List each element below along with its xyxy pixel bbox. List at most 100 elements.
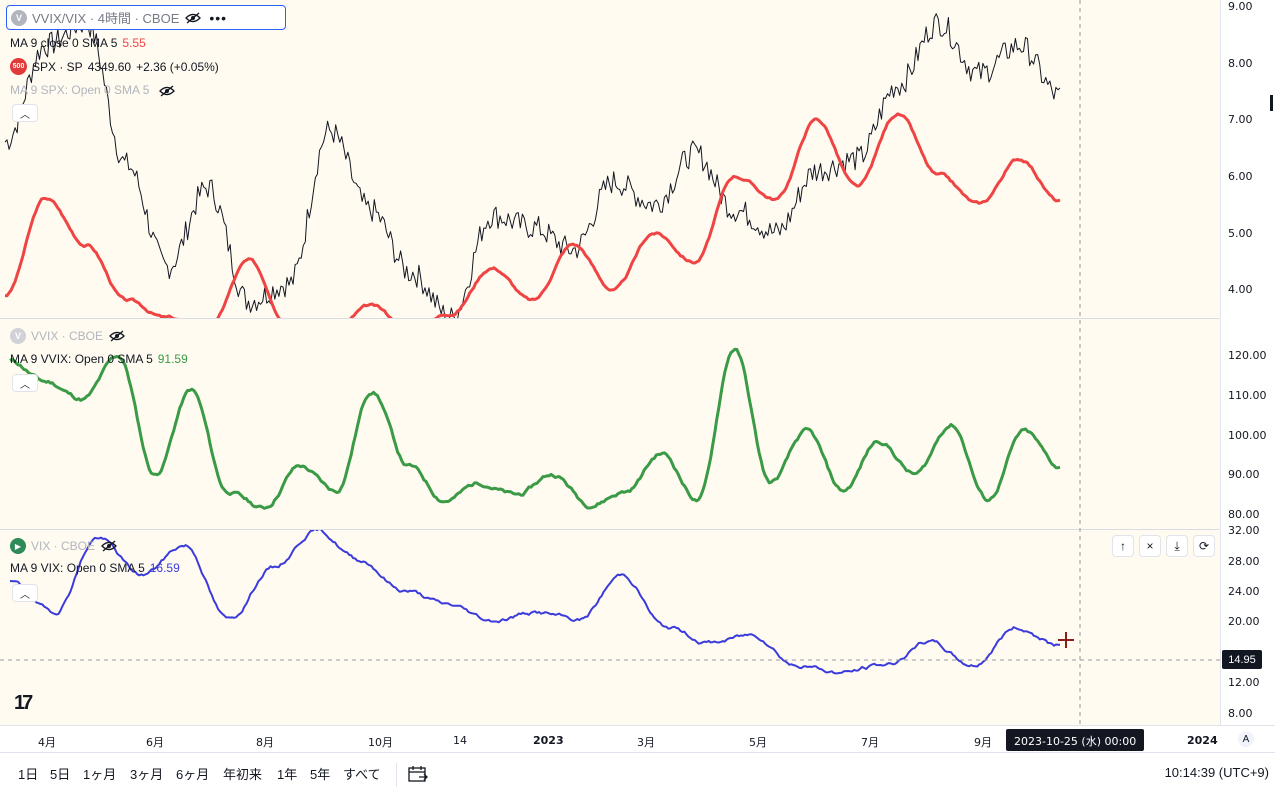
spx-price: 4349.60 <box>87 59 132 74</box>
ratio-pane[interactable]: 9.00 8.00 7.00 6.00 5.00 4.00 V VVIX/VIX · 4時… <box>0 0 1275 318</box>
calendar-goto-icon[interactable] <box>407 764 429 784</box>
vvix-symbol-icon: V <box>10 328 26 344</box>
range-button[interactable]: 3ヶ月 <box>130 767 164 782</box>
vvix-chart-svg <box>9 347 1061 510</box>
ratio-price-label: 6.00 <box>1228 170 1253 183</box>
ma2-hidden-eye-icon[interactable] <box>158 85 175 97</box>
ma1-legend[interactable]: MA 9 close 0 SMA 5 5.55 <box>10 36 146 50</box>
vix-ma-legend[interactable]: MA 9 VIX: Open 0 SMA 5 16.59 <box>10 561 180 575</box>
ratio-price-label: 9.00 <box>1228 0 1253 13</box>
ratio-price-axis[interactable] <box>1220 0 1275 318</box>
range-button[interactable]: 1年 <box>277 767 298 782</box>
bottom-toolbar: 1日 5日 1ヶ月 3ヶ月 6ヶ月 年初来 1年 5年 すべて 10:14:39 (UTC+9) <box>0 752 1275 796</box>
chart-area[interactable]: 9.00 8.00 7.00 6.00 5.00 4.00 V VVIX/VIX · 4時… <box>0 0 1275 752</box>
ratio-series-line <box>4 13 1061 318</box>
vvix-title: VVIX · CBOE <box>31 329 104 343</box>
vvix-pane[interactable]: 120.00 110.00 100.00 90.00 80.00 V VVIX · CB… <box>0 319 1275 529</box>
ma1-series-line <box>5 112 1061 318</box>
more-options-icon[interactable]: ••• <box>209 9 228 26</box>
vix-ma-series-line <box>9 530 1061 675</box>
auto-scale-button[interactable]: A <box>1238 731 1254 747</box>
ratio-chart-svg <box>4 13 1061 318</box>
vix-price-axis[interactable] <box>1220 530 1275 725</box>
axis-handle-icon[interactable] <box>1270 95 1273 111</box>
spx-label: SPX · SP <box>32 59 83 74</box>
vix-price-label: 8.00 <box>1228 707 1253 720</box>
hide-eye-icon[interactable] <box>185 12 202 24</box>
vix-pane[interactable]: 32.00 28.00 24.00 20.00 12.00 8.00 ▶ VIX · CB… <box>0 524 1275 725</box>
collapse-legend-button[interactable]: ︿ <box>12 104 38 122</box>
vvix-hidden-eye-icon[interactable] <box>109 330 125 342</box>
spx-change: +2.36 (+0.05%) <box>136 59 219 74</box>
ratio-price-label: 8.00 <box>1228 57 1253 70</box>
vix-price-label: 12.00 <box>1228 676 1260 689</box>
range-button[interactable]: 5年 <box>310 767 331 782</box>
time-tick-label: 10月 <box>368 736 393 749</box>
time-axis[interactable]: 4月 6月 8月 10月 14 2023 3月 5月 7月 9月 2024 2023-10-25 (… <box>0 725 1275 752</box>
vix-price-label: 28.00 <box>1228 555 1260 568</box>
time-tick-label: 7月 <box>861 736 879 749</box>
crosshair-overlay <box>0 0 1220 725</box>
clock-timezone[interactable]: 10:14:39 (UTC+9) <box>1164 765 1269 780</box>
ma1-label: MA 9 close 0 SMA 5 <box>10 36 118 50</box>
vvix-collapse-button[interactable]: ︿ <box>12 374 38 392</box>
ma2-legend[interactable]: MA 9 SPX: Open 0 SMA 5 <box>10 83 175 97</box>
vvix-price-label: 100.00 <box>1228 429 1267 442</box>
range-button[interactable]: 5日 <box>50 767 71 782</box>
vix-title: VIX · CBOE <box>31 539 96 553</box>
tradingview-logo[interactable]: 17 <box>14 692 33 714</box>
ma1-value: 5.55 <box>122 36 146 50</box>
vvix-ma-legend[interactable]: MA 9 VVIX: Open 0 SMA 5 91.59 <box>10 352 188 366</box>
current-price-tag: 14.95 <box>1222 650 1262 669</box>
time-cursor-label: 2023-10-25 (水) 00:00 <box>1006 729 1145 751</box>
vix-collapse-button[interactable]: ︿ <box>12 584 38 602</box>
time-tick-label: 8月 <box>256 736 274 749</box>
vvix-legend[interactable]: V VVIX · CBOE <box>10 328 125 344</box>
vix-hidden-eye-icon[interactable] <box>101 540 117 552</box>
vix-ma-value: 16.59 <box>149 561 180 575</box>
vix-price-label: 32.00 <box>1228 524 1260 537</box>
vvix-price-label: 120.00 <box>1228 349 1267 362</box>
vvix-price-axis[interactable] <box>1220 319 1275 529</box>
vvix-ma-series-line <box>9 347 1061 510</box>
time-tick-label: 5月 <box>749 736 767 749</box>
range-button[interactable]: 6ヶ月 <box>176 767 210 782</box>
delete-pane-button[interactable]: × <box>1139 535 1161 557</box>
vix-price-label: 20.00 <box>1228 615 1260 628</box>
range-button[interactable]: すべて <box>343 767 381 782</box>
time-tick-label: 6月 <box>146 736 164 749</box>
maximize-pane-button[interactable]: ⟳ <box>1193 535 1215 557</box>
time-tick-label: 3月 <box>637 736 655 749</box>
pane-divider-2[interactable] <box>0 529 1220 530</box>
vix-symbol-icon: ▶ <box>10 538 26 554</box>
vvix-ma-value: 91.59 <box>157 352 188 366</box>
vvix-price-label: 110.00 <box>1228 389 1267 402</box>
range-button[interactable]: 1ヶ月 <box>83 767 117 782</box>
vix-chart-svg <box>9 530 1061 675</box>
time-tick-label: 2023 <box>533 734 564 747</box>
vvix-price-label: 80.00 <box>1228 508 1260 521</box>
time-tick-label: 4月 <box>38 736 56 749</box>
vvix-ma-label: MA 9 VVIX: Open 0 SMA 5 <box>10 352 153 366</box>
ratio-price-label: 4.00 <box>1228 283 1253 296</box>
spx-legend[interactable]: 500 SPX · SP 4349.60 +2.36 (+0.05%) <box>10 58 219 75</box>
range-button[interactable]: 年初来 <box>223 767 263 782</box>
collapse-pane-button[interactable]: ⤓ <box>1166 535 1188 557</box>
main-symbol-title: VVIX/VIX · 4時間 · CBOE <box>32 11 180 26</box>
spx-symbol-icon: 500 <box>10 58 27 75</box>
ratio-price-label: 5.00 <box>1228 227 1253 240</box>
vvix-vix-symbol-icon: V <box>11 9 27 26</box>
vix-legend[interactable]: ▶ VIX · CBOE <box>10 538 117 554</box>
time-tick-label: 2024 <box>1187 734 1218 747</box>
time-tick-label: 9月 <box>974 736 992 749</box>
vvix-pane-background <box>0 319 1220 529</box>
move-pane-up-button[interactable]: ↑ <box>1112 535 1134 557</box>
ratio-price-label: 7.00 <box>1228 113 1253 126</box>
vvix-price-label: 90.00 <box>1228 468 1260 481</box>
vix-ma-label: MA 9 VIX: Open 0 SMA 5 <box>10 561 145 575</box>
time-tick-label: 14 <box>453 734 467 747</box>
ma2-label: MA 9 SPX: Open 0 SMA 5 <box>10 83 150 97</box>
range-button[interactable]: 1日 <box>18 767 39 782</box>
symbol-search-box[interactable]: V VVIX/VIX · 4時間 · CBOE ••• <box>6 5 286 30</box>
pane-divider-1[interactable] <box>0 318 1220 319</box>
